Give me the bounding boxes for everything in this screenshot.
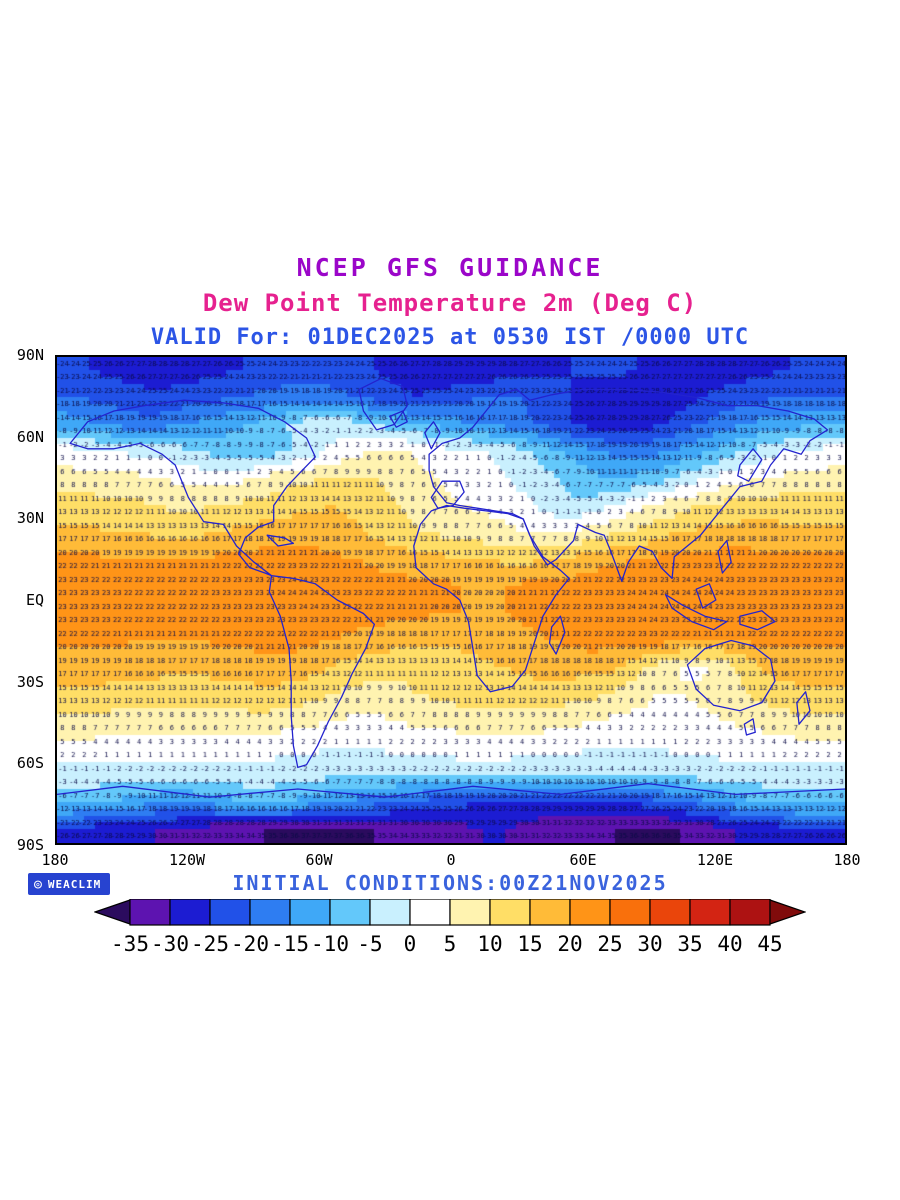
- chart-title: Dew Point Temperature 2m (Deg C): [202, 289, 698, 317]
- weaclim-logo[interactable]: ◎ WEACLIM: [28, 873, 111, 895]
- svg-text:-30: -30: [151, 932, 189, 956]
- svg-text:0: 0: [404, 932, 417, 956]
- lon-label: 60W: [305, 851, 333, 869]
- svg-text:-25: -25: [191, 932, 229, 956]
- bullseye-icon: ◎: [34, 876, 43, 892]
- lon-label: 0: [446, 851, 456, 869]
- svg-text:15: 15: [517, 932, 542, 956]
- svg-text:5: 5: [444, 932, 457, 956]
- map-frame: [55, 355, 847, 845]
- lon-label: 60E: [569, 851, 597, 869]
- model-title: NCEP GFS GUIDANCE: [296, 253, 604, 282]
- lat-label: EQ: [25, 591, 44, 609]
- valid-time: VALID For: 01DEC2025 at 0530 IST /0000 U…: [150, 325, 750, 350]
- lat-label: 30S: [16, 672, 44, 691]
- initial-conditions: INITIAL CONDITIONS:00Z21NOV2025: [232, 871, 668, 895]
- lon-label: 120W: [168, 851, 206, 869]
- dewpoint-field-canvas: [57, 357, 845, 843]
- colorbar-svg: -35 -30 -25 -20 -15 -10 -5 0 5 10 15 20 25 30 35 40 45: [93, 898, 807, 956]
- svg-text:-5: -5: [357, 932, 382, 956]
- svg-text:25: 25: [597, 932, 622, 956]
- latitude-axis: 90N 60N 30N EQ 30S 60S 90S: [0, 346, 50, 854]
- svg-text:30: 30: [637, 932, 662, 956]
- lat-label: 30N: [16, 509, 44, 528]
- title-block: NCEP GFS GUIDANCE Dew Point Temperature …: [0, 253, 900, 350]
- lat-label: 90S: [16, 836, 44, 854]
- svg-text:-20: -20: [231, 932, 269, 956]
- svg-text:-35: -35: [111, 932, 149, 956]
- svg-text:35: 35: [677, 932, 702, 956]
- lon-label: 180: [833, 851, 861, 869]
- svg-text:45: 45: [757, 932, 782, 956]
- lon-label: 120E: [696, 851, 734, 869]
- svg-text:-15: -15: [271, 932, 309, 956]
- weaclim-logo-label: WEACLIM: [47, 877, 102, 891]
- lat-label: 60N: [16, 427, 44, 446]
- lat-label: 60S: [16, 754, 44, 773]
- svg-text:40: 40: [717, 932, 742, 956]
- svg-text:10: 10: [477, 932, 502, 956]
- svg-text:20: 20: [557, 932, 582, 956]
- colorbar: -35 -30 -25 -20 -15 -10 -5 0 5 10 15 20 25 30 35 40 45: [93, 898, 807, 963]
- longitude-axis: 180 120W 60W 0 60E 120E 180: [41, 851, 860, 871]
- svg-text:-10: -10: [311, 932, 349, 956]
- lon-label: 180: [41, 851, 69, 869]
- lat-label: 90N: [16, 346, 44, 364]
